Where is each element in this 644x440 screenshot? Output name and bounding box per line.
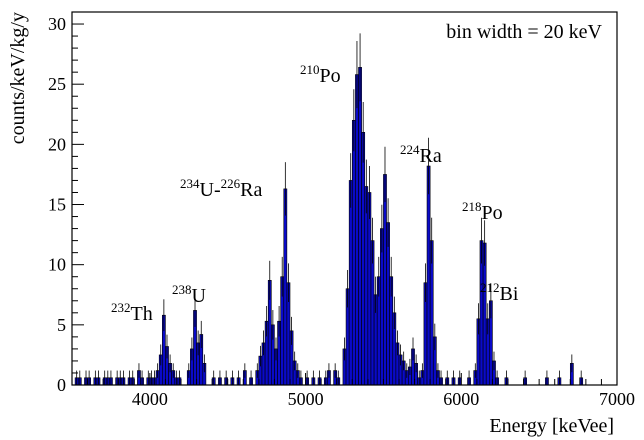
annotation-superscript: 210 — [300, 62, 320, 77]
annotation-text: U- — [200, 179, 221, 201]
x-tick-label: 6000 — [443, 389, 479, 409]
annotation-superscript: 234 — [180, 176, 200, 191]
y-tick-label: 25 — [48, 74, 66, 94]
x-axis-title: Energy [keVee] — [489, 415, 614, 437]
histogram-bar — [351, 119, 356, 386]
y-axis-title: counts/keV/kg/y — [7, 12, 29, 144]
x-tick-label: 7000 — [599, 389, 635, 409]
annotation-ra224: 224Ra — [400, 142, 442, 167]
y-tick-label: 5 — [57, 315, 66, 335]
axis-ticks — [71, 11, 618, 386]
histogram-bar — [355, 74, 359, 386]
histogram-bar — [386, 222, 390, 386]
histogram-bar — [364, 186, 369, 386]
annotation-text: Po — [320, 65, 341, 87]
annotation-text: bin width = 20 keV — [446, 21, 602, 43]
annotation-u234ra226: 234U-226Ra — [180, 176, 262, 201]
annotation-bi212: 212Bi — [480, 280, 519, 305]
annotation-text: Po — [482, 202, 503, 224]
annotation-text: Th — [131, 303, 153, 325]
histogram-bar — [348, 180, 353, 386]
histogram-bar — [283, 188, 288, 386]
annotation-po218: 218Po — [462, 199, 503, 224]
histogram-bar — [358, 67, 362, 386]
annotation-superscript: 238 — [172, 282, 192, 297]
x-tick-label: 4000 — [132, 389, 168, 409]
annotation-text: Bi — [500, 283, 519, 305]
annotation-superscript: 212 — [480, 280, 500, 295]
histogram-bars — [74, 67, 584, 386]
annotation-po210: 210Po — [300, 62, 341, 87]
annotation-text: Ra — [420, 145, 442, 167]
annotation-superscript: 232 — [111, 300, 131, 315]
tick-labels: 4000 5000 6000 7000 0 5 10 15 20 25 30 — [48, 14, 635, 409]
annotation-u238: 238U — [172, 282, 207, 307]
annotation-th232: 232Th — [111, 300, 153, 325]
histogram-bar — [367, 192, 372, 386]
histogram-bar — [426, 165, 431, 386]
annotation-text: U — [192, 285, 207, 307]
annotation-superscript: 224 — [400, 142, 420, 157]
error-bars — [76, 33, 582, 385]
plot-frame — [71, 11, 618, 386]
histogram-bar — [361, 132, 366, 386]
annotation-superscript: 226 — [221, 176, 241, 191]
y-tick-label: 0 — [57, 375, 66, 395]
y-tick-label: 10 — [48, 255, 66, 275]
y-tick-label: 30 — [48, 14, 66, 34]
annotation-bin: bin width = 20 keV — [446, 21, 602, 43]
annotation-superscript: 218 — [462, 199, 482, 214]
y-tick-label: 20 — [48, 134, 66, 154]
annotation-text: Ra — [240, 179, 262, 201]
y-tick-label: 15 — [48, 195, 66, 215]
histogram-bar — [383, 174, 387, 386]
peak-annotations: bin width = 20 keV210Po224Ra234U-226Ra21… — [111, 21, 603, 325]
x-tick-label: 5000 — [288, 389, 324, 409]
